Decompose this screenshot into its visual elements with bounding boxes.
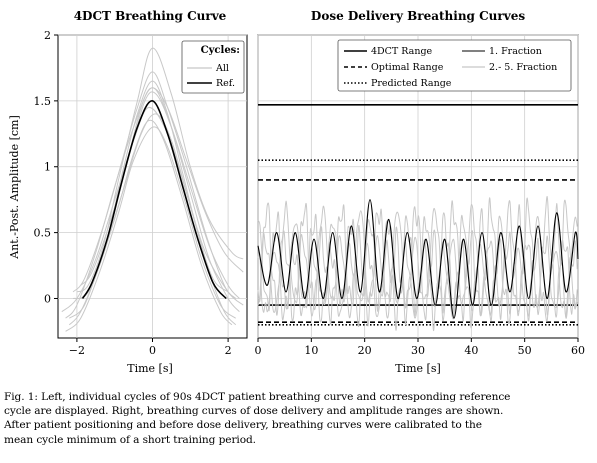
figure: 4DCT Breathing Curve −2 0 2 0 0.5 1 1.5 2 Time…: [8, 9, 586, 375]
range-lines: [258, 104, 578, 326]
x-tick-label: 0: [255, 344, 262, 357]
legend-fraction-2-5-label: 2.- 5. Fraction: [489, 62, 557, 73]
right-legend: 4DCT Range 1. Fraction Optimal Range 2.-…: [337, 39, 572, 92]
x-tick-label: 10: [304, 344, 318, 357]
caption-line: cycle are displayed. Right, breathing cu…: [4, 405, 504, 418]
ref-cycle-line: [81, 100, 227, 300]
legend-4dct-range-label: 4DCT Range: [371, 46, 433, 57]
legend-all-label: All: [215, 63, 229, 74]
x-tick-label: 40: [464, 344, 478, 357]
caption-line: After patient positioning and before dos…: [4, 419, 482, 432]
all-cycle-line: [68, 119, 233, 326]
all-cycle-line: [80, 91, 240, 299]
y-tick-label: 0: [44, 292, 51, 305]
fraction-1-line: [257, 199, 579, 319]
right-panel: Dose Delivery Breathing Curves 0 10 20 30 40…: [255, 9, 586, 375]
left-y-ticks: 0 0.5 1 1.5 2: [34, 29, 58, 305]
x-tick-label: 60: [571, 344, 585, 357]
all-cycle-line: [61, 106, 244, 313]
x-tick-label: 50: [518, 344, 532, 357]
caption-line: Fig. 1: Left, individual cycles of 90s 4…: [4, 391, 511, 403]
figure-caption: Fig. 1: Left, individual cycles of 90s 4…: [4, 390, 594, 447]
y-axis-label: Ant.-Post. Amplitude [cm]: [8, 115, 21, 259]
caption-line: mean cycle minimum of a short training p…: [4, 433, 256, 446]
left-legend: Cycles: All Ref.: [181, 40, 245, 94]
legend-predicted-range-label: Predicted Range: [371, 78, 452, 89]
all-cycle-line: [65, 126, 237, 332]
x-tick-label: 20: [358, 344, 372, 357]
right-x-ticks: 0 10 20 30 40 50 60: [255, 338, 585, 357]
y-tick-label: 1: [44, 161, 51, 174]
y-tick-label: 0.5: [34, 227, 52, 240]
y-tick-label: 1.5: [34, 95, 52, 108]
y-tick-label: 2: [44, 29, 51, 42]
right-x-axis-label: Time [s]: [395, 362, 441, 375]
legend-optimal-range-label: Optimal Range: [371, 62, 444, 73]
x-tick-label: 0: [149, 344, 156, 357]
legend-ref-label: Ref.: [216, 78, 235, 89]
all-cycle-line: [76, 47, 244, 293]
legend-title-cycles: Cycles:: [201, 45, 240, 56]
x-tick-label: 2: [225, 344, 232, 357]
x-tick-label: 30: [411, 344, 425, 357]
left-chart-title: 4DCT Breathing Curve: [74, 9, 227, 23]
x-tick-label: −2: [69, 344, 85, 357]
left-x-ticks: −2 0 2: [69, 338, 232, 357]
right-chart-title: Dose Delivery Breathing Curves: [311, 9, 525, 23]
left-panel: 4DCT Breathing Curve −2 0 2 0 0.5 1 1.5 2 Time…: [8, 9, 248, 375]
left-x-axis-label: Time [s]: [127, 362, 173, 375]
legend-fraction-1-label: 1. Fraction: [489, 46, 542, 57]
fraction-trace: [257, 237, 578, 332]
